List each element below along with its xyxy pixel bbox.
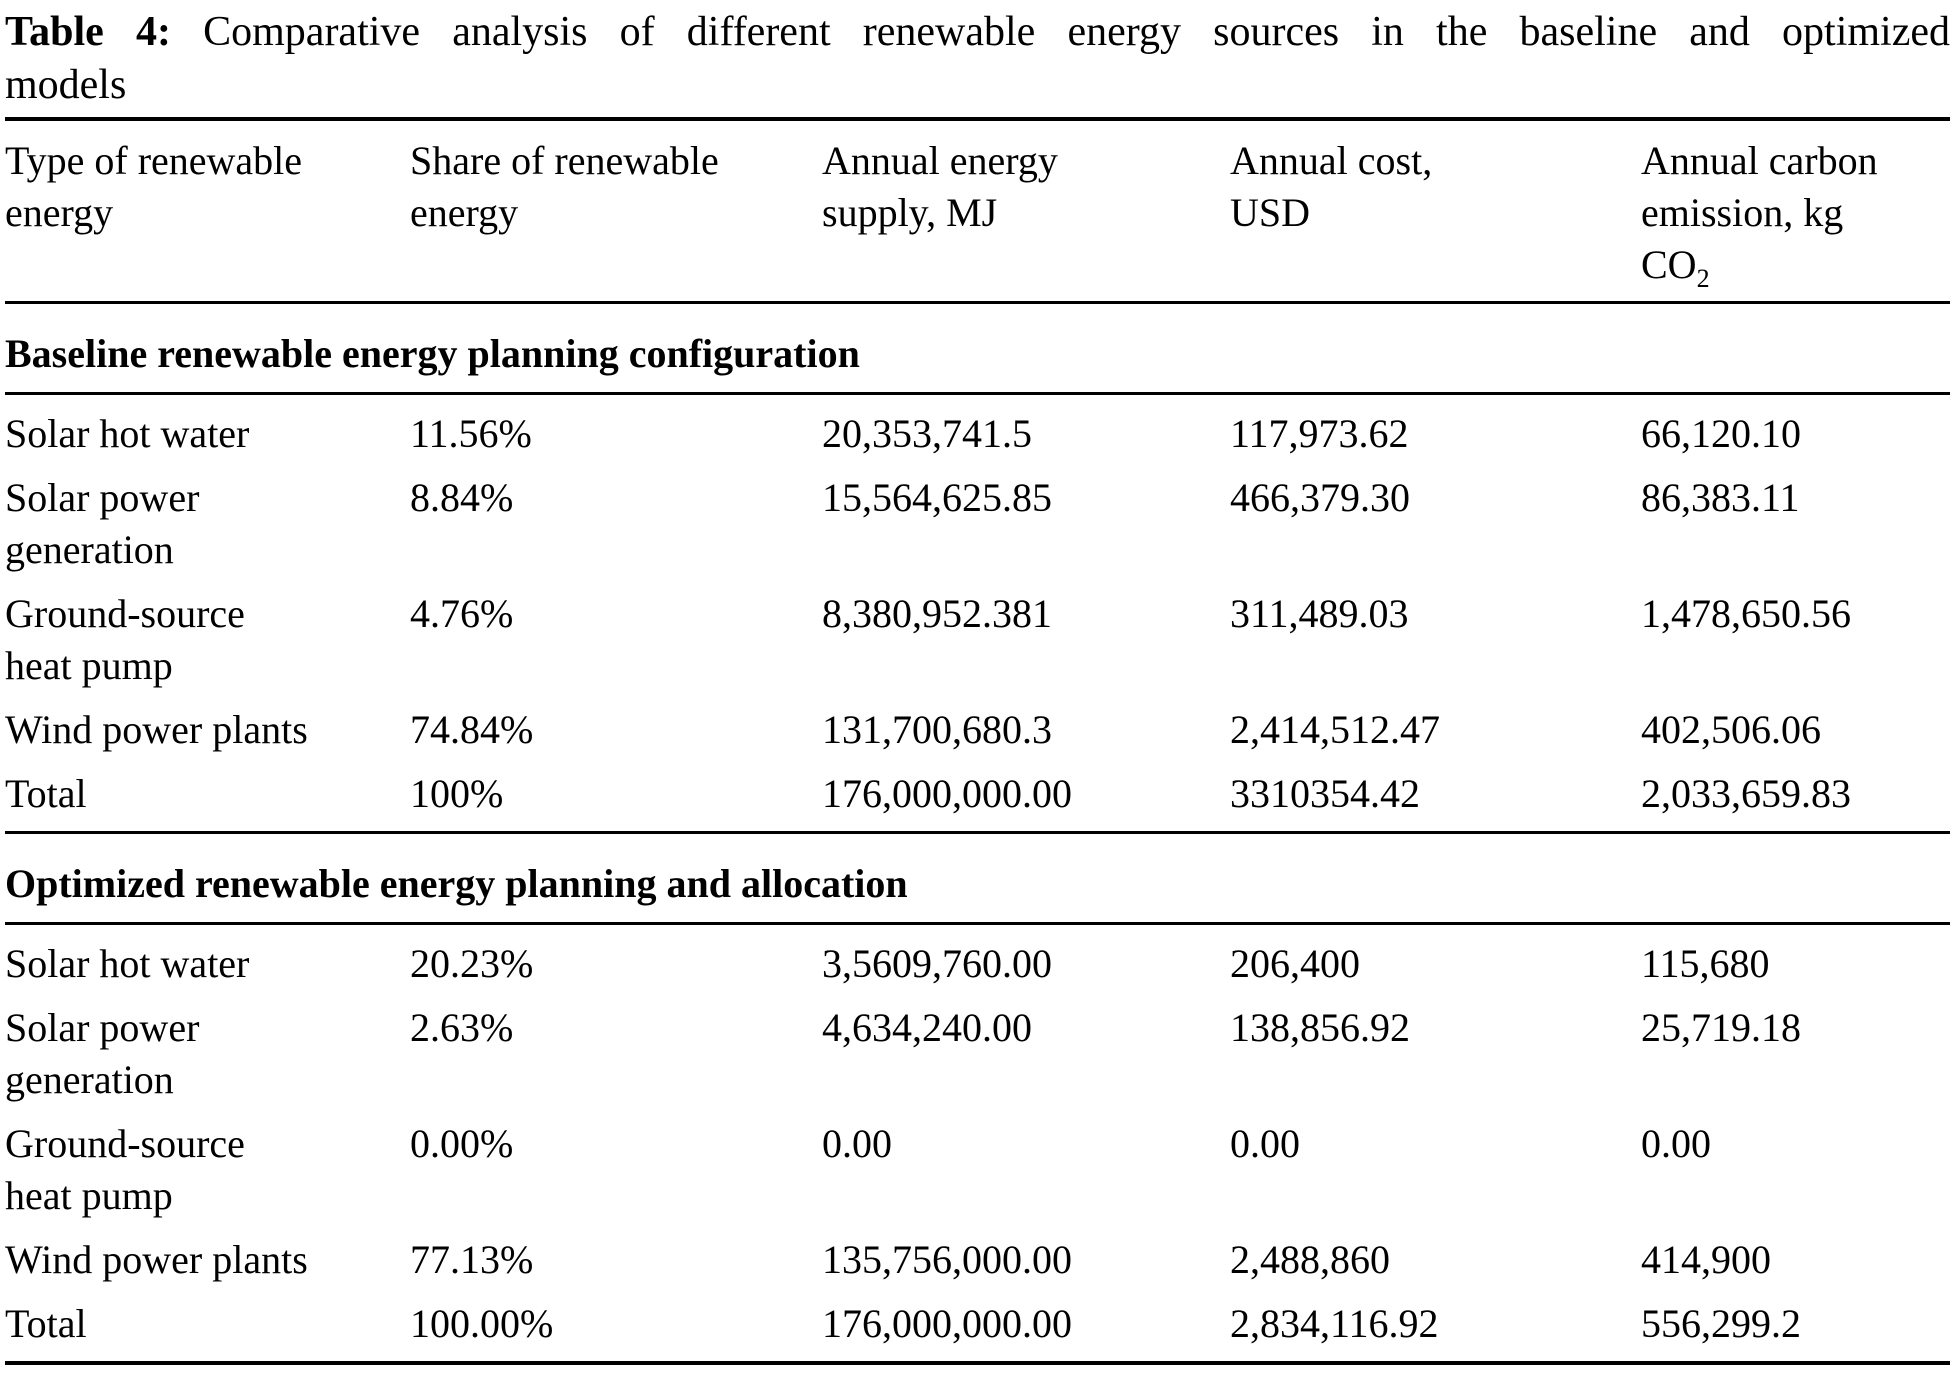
cell-energy-supply: 8,380,952.381	[822, 591, 1052, 636]
col-header-annual-energy-supply: Annual energy supply, MJ	[822, 119, 1230, 304]
cell-share: 100%	[410, 771, 504, 816]
section-header-optimized: Optimized renewable energy planning and …	[5, 831, 1950, 925]
cell-share: 2.63%	[410, 1005, 514, 1050]
cell-energy-supply: 131,700,680.3	[822, 707, 1052, 752]
cell-share: 0.00%	[410, 1121, 514, 1166]
section-header-baseline: Baseline renewable energy planning confi…	[5, 301, 1950, 395]
cell-energy-supply: 135,756,000.00	[822, 1237, 1072, 1282]
cell-cost: 2,414,512.47	[1230, 707, 1440, 752]
table-row-baseline-ground-source-heat-pump: Ground-source heat pump 4.76% 8,380,952.…	[5, 582, 1950, 698]
cell-emission: 66,120.10	[1641, 411, 1801, 456]
cell-share: 11.56%	[410, 411, 532, 456]
cell-type: Total	[5, 771, 87, 816]
cell-share: 77.13%	[410, 1237, 534, 1282]
col-header-type-of-renewable-energy: Type of renewable energy	[5, 119, 410, 304]
table-row-baseline-solar-power-generation: Solar power generation 8.84% 15,564,625.…	[5, 466, 1950, 582]
cell-energy-supply: 3,5609,760.00	[822, 941, 1052, 986]
cell-energy-supply: 4,634,240.00	[822, 1005, 1032, 1050]
cell-type: Ground-source heat pump	[5, 1121, 245, 1218]
cell-emission: 25,719.18	[1641, 1005, 1801, 1050]
cell-type: Wind power plants	[5, 707, 308, 752]
cell-energy-supply: 0.00	[822, 1121, 892, 1166]
cell-cost: 2,834,116.92	[1230, 1301, 1439, 1346]
cell-type: Total	[5, 1301, 87, 1346]
co2-formula: CO2	[1641, 242, 1710, 293]
cell-emission: 402,506.06	[1641, 707, 1821, 752]
cell-share: 20.23%	[410, 941, 534, 986]
renewable-energy-comparison-table: Type of renewable energy Share of renewa…	[5, 117, 1950, 1365]
table-caption: Table 4: Comparative analysis of differe…	[5, 6, 1950, 111]
table-row-optimized-total: Total 100.00% 176,000,000.00 2,834,116.9…	[5, 1292, 1950, 1363]
table-row-optimized-solar-hot-water: Solar hot water 20.23% 3,5609,760.00 206…	[5, 924, 1950, 997]
cell-cost: 466,379.30	[1230, 475, 1410, 520]
cell-emission: 115,680	[1641, 941, 1770, 986]
co2-subscript: 2	[1696, 264, 1710, 293]
cell-emission: 414,900	[1641, 1237, 1771, 1282]
cell-energy-supply: 20,353,741.5	[822, 411, 1032, 456]
cell-share: 100.00%	[410, 1301, 554, 1346]
cell-type: Solar power generation	[5, 475, 200, 572]
cell-type: Solar hot water	[5, 941, 250, 986]
table-row-baseline-solar-hot-water: Solar hot water 11.56% 20,353,741.5 117,…	[5, 394, 1950, 467]
table-caption-text: Comparative analysis of different renewa…	[203, 9, 1950, 55]
cell-share: 4.76%	[410, 591, 514, 636]
table-caption-line1: Table 4: Comparative analysis of differe…	[5, 6, 1950, 59]
cell-cost: 3310354.42	[1230, 771, 1420, 816]
cell-type: Wind power plants	[5, 1237, 308, 1282]
cell-cost: 117,973.62	[1230, 411, 1409, 456]
col-header-share-of-renewable-energy: Share of renewable energy	[410, 119, 822, 304]
table-row-optimized-ground-source-heat-pump: Ground-source heat pump 0.00% 0.00 0.00 …	[5, 1112, 1950, 1228]
table-row-optimized-wind-power-plants: Wind power plants 77.13% 135,756,000.00 …	[5, 1228, 1950, 1292]
cell-cost: 138,856.92	[1230, 1005, 1410, 1050]
cell-emission: 2,033,659.83	[1641, 771, 1851, 816]
cell-cost: 0.00	[1230, 1121, 1300, 1166]
cell-energy-supply: 176,000,000.00	[822, 1301, 1072, 1346]
table-caption-line2: models	[5, 61, 127, 108]
cell-share: 74.84%	[410, 707, 534, 752]
cell-energy-supply: 15,564,625.85	[822, 475, 1052, 520]
cell-emission: 556,299.2	[1641, 1301, 1801, 1346]
cell-share: 8.84%	[410, 475, 514, 520]
cell-emission: 86,383.11	[1641, 475, 1800, 520]
cell-cost: 2,488,860	[1230, 1237, 1390, 1282]
header-row: Type of renewable energy Share of renewa…	[5, 119, 1950, 304]
table-row-baseline-wind-power-plants: Wind power plants 74.84% 131,700,680.3 2…	[5, 698, 1950, 762]
table-row-baseline-total: Total 100% 176,000,000.00 3310354.42 2,0…	[5, 762, 1950, 833]
cell-type: Ground-source heat pump	[5, 591, 245, 688]
cell-emission: 0.00	[1641, 1121, 1711, 1166]
cell-type: Solar hot water	[5, 411, 250, 456]
table-caption-label: Table 4:	[5, 9, 171, 55]
col-header-annual-carbon-emission: Annual carbon emission, kg CO2	[1641, 119, 1950, 304]
table-row-optimized-solar-power-generation: Solar power generation 2.63% 4,634,240.0…	[5, 996, 1950, 1112]
cell-energy-supply: 176,000,000.00	[822, 771, 1072, 816]
col-header-annual-cost: Annual cost, USD	[1230, 119, 1641, 304]
cell-emission: 1,478,650.56	[1641, 591, 1851, 636]
cell-cost: 311,489.03	[1230, 591, 1409, 636]
cell-cost: 206,400	[1230, 941, 1360, 986]
cell-type: Solar power generation	[5, 1005, 200, 1102]
